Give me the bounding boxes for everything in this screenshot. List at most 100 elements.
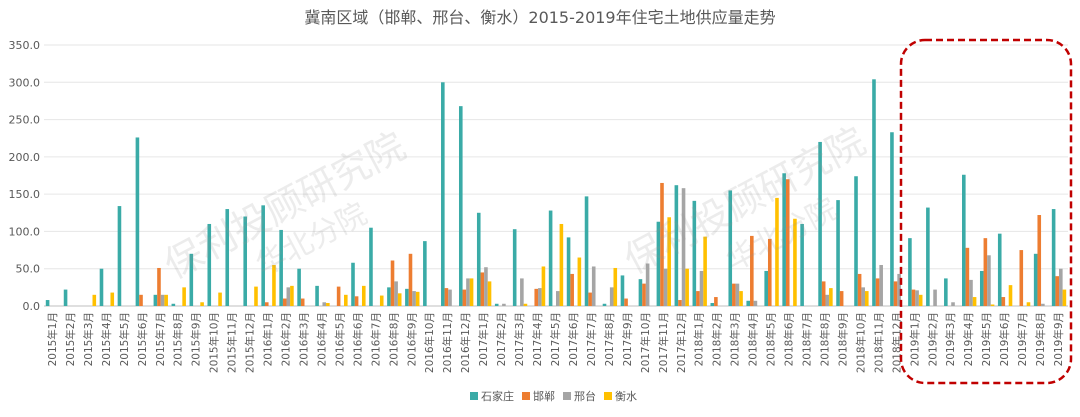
bar-石家庄 bbox=[836, 200, 840, 306]
x-tick-label: 2017年4月 bbox=[531, 312, 544, 366]
x-tick-label: 2017年11月 bbox=[657, 312, 670, 373]
bar-衡水 bbox=[182, 287, 186, 306]
bars bbox=[45, 79, 1067, 307]
x-tick-label: 2017年8月 bbox=[603, 312, 616, 366]
bar-邢台 bbox=[160, 294, 165, 306]
bar-石家庄 bbox=[692, 200, 697, 306]
bar-石家庄 bbox=[135, 137, 140, 306]
bar-衡水 bbox=[469, 278, 474, 306]
x-tick-label: 2016年2月 bbox=[280, 312, 293, 366]
bar-衡水 bbox=[864, 291, 869, 306]
x-tick-label: 2018年6月 bbox=[783, 312, 796, 366]
x-tick-label: 2019年9月 bbox=[1052, 312, 1065, 366]
x-tick-label: 2019年5月 bbox=[980, 312, 993, 366]
bar-邯郸 bbox=[462, 289, 467, 306]
bar-邢台 bbox=[394, 281, 398, 306]
bar-衡水 bbox=[793, 218, 797, 306]
bar-邯郸 bbox=[336, 286, 341, 306]
bar-邯郸 bbox=[767, 238, 772, 306]
bar-衡水 bbox=[541, 266, 546, 306]
bar-衡水 bbox=[92, 294, 97, 306]
legend-label: 邯郸 bbox=[533, 389, 555, 403]
chart-title: 冀南区域（邯郸、邢台、衡水）2015-2019年住宅土地供应量走势 bbox=[304, 8, 776, 27]
bar-邯郸 bbox=[911, 289, 916, 306]
x-tick-label: 2018年12月 bbox=[890, 312, 903, 373]
bar-石家庄 bbox=[423, 241, 427, 306]
bar-邯郸 bbox=[750, 235, 754, 306]
x-tick-label: 2015年7月 bbox=[154, 312, 167, 366]
y-tick-label: 350.0 bbox=[9, 39, 41, 52]
bar-衡水 bbox=[577, 257, 582, 306]
bar-邯郸 bbox=[696, 291, 700, 306]
bar-邢台 bbox=[591, 266, 596, 306]
bar-衡水 bbox=[326, 303, 330, 306]
bar-衡水 bbox=[254, 286, 258, 306]
y-tick-label: 200.0 bbox=[9, 151, 41, 164]
bar-邯郸 bbox=[157, 267, 161, 306]
x-tick-label: 2016年12月 bbox=[459, 312, 472, 373]
bar-衡水 bbox=[523, 303, 528, 306]
legend-label: 邢台 bbox=[574, 389, 596, 403]
bar-石家庄 bbox=[99, 268, 104, 306]
bar-邯郸 bbox=[480, 272, 485, 306]
x-tick-label: 2017年12月 bbox=[675, 312, 688, 373]
bar-邢台 bbox=[933, 289, 937, 306]
bar-邯郸 bbox=[893, 281, 898, 306]
bar-邢台 bbox=[609, 287, 614, 306]
bar-石家庄 bbox=[279, 229, 283, 306]
bar-石家庄 bbox=[800, 223, 804, 306]
bar-邢台 bbox=[825, 294, 830, 306]
bar-邯郸 bbox=[264, 302, 269, 306]
x-tick-label: 2018年11月 bbox=[872, 312, 885, 373]
legend-swatch bbox=[604, 392, 612, 400]
bar-邢台 bbox=[412, 291, 416, 306]
y-tick-label: 250.0 bbox=[9, 114, 41, 127]
bar-邯郸 bbox=[857, 273, 862, 306]
x-tick-label: 2015年10月 bbox=[208, 312, 221, 373]
x-tick-label: 2017年5月 bbox=[549, 312, 562, 366]
bar-邢台 bbox=[484, 267, 488, 306]
bar-衡水 bbox=[415, 291, 420, 306]
bar-石家庄 bbox=[746, 300, 751, 306]
bar-石家庄 bbox=[189, 253, 194, 306]
x-tick-label: 2018年1月 bbox=[693, 312, 706, 366]
bar-石家庄 bbox=[153, 294, 158, 306]
bar-邯郸 bbox=[983, 238, 988, 306]
bar-衡水 bbox=[218, 292, 222, 306]
bar-石家庄 bbox=[387, 287, 391, 306]
x-tick-label: 2015年3月 bbox=[82, 312, 95, 366]
bar-衡水 bbox=[685, 268, 689, 306]
x-tick-label: 2016年7月 bbox=[369, 312, 382, 366]
x-tick-label: 2016年6月 bbox=[351, 312, 364, 366]
x-tick-label: 2018年4月 bbox=[747, 312, 760, 366]
bar-衡水 bbox=[200, 302, 204, 306]
legend-label: 石家庄 bbox=[481, 389, 514, 403]
x-tick-label: 2019年7月 bbox=[1016, 312, 1029, 366]
bar-衡水 bbox=[667, 217, 671, 306]
y-axis-ticks: 0.0 50.0 100.0 150.0 200.0 250.0 300.0 350.0 bbox=[9, 39, 41, 313]
bar-石家庄 bbox=[656, 221, 661, 306]
x-tick-label: 2018年8月 bbox=[818, 312, 831, 366]
bar-邯郸 bbox=[839, 291, 844, 306]
bar-石家庄 bbox=[710, 303, 715, 306]
bar-石家庄 bbox=[854, 176, 858, 306]
bar-衡水 bbox=[110, 292, 115, 306]
bar-衡水 bbox=[918, 294, 923, 306]
bar-邢台 bbox=[502, 303, 506, 306]
bar-邢台 bbox=[987, 255, 991, 306]
bar-邢台 bbox=[753, 300, 758, 306]
bar-邯郸 bbox=[1055, 276, 1060, 306]
y-tick-label: 150.0 bbox=[9, 188, 41, 201]
legend-label: 衡水 bbox=[615, 390, 637, 403]
bar-邯郸 bbox=[300, 298, 305, 306]
x-tick-label: 2016年3月 bbox=[297, 312, 310, 366]
x-tick-label: 2019年6月 bbox=[998, 312, 1011, 366]
bar-石家庄 bbox=[926, 207, 930, 306]
y-tick-label: 300.0 bbox=[9, 76, 41, 89]
x-tick-label: 2015年8月 bbox=[172, 312, 185, 366]
highlight-box bbox=[899, 38, 1073, 385]
bar-衡水 bbox=[990, 304, 995, 306]
bar-邯郸 bbox=[408, 253, 413, 306]
bar-邢台 bbox=[286, 287, 291, 306]
bar-衡水 bbox=[703, 236, 707, 306]
